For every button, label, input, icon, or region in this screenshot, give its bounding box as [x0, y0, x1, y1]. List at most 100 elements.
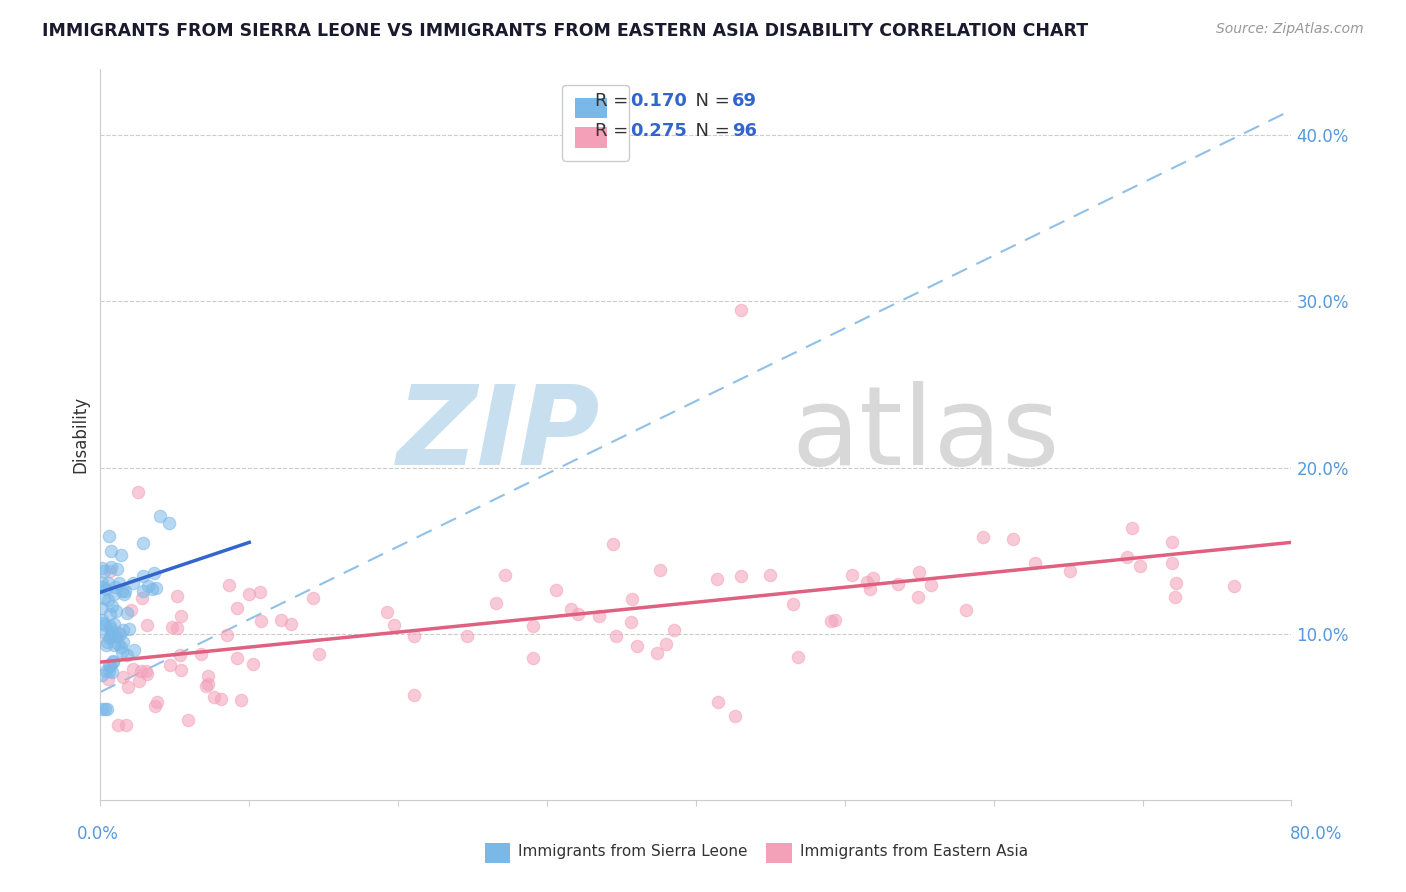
Point — [94, 638, 117, 652]
Point — [1164, 576, 1187, 591]
Point — [402, 688, 425, 702]
Point — [93, 565, 115, 579]
Text: IMMIGRANTS FROM SIERRA LEONE VS IMMIGRANTS FROM EASTERN ASIA DISABILITY CORRELAT: IMMIGRANTS FROM SIERRA LEONE VS IMMIGRAN… — [42, 22, 1088, 40]
Point — [91, 580, 114, 594]
Point — [382, 618, 405, 632]
Point — [97, 631, 120, 645]
Point — [215, 628, 238, 642]
Point — [117, 681, 139, 695]
Point — [1223, 579, 1246, 593]
Point — [626, 639, 648, 653]
Point — [706, 572, 728, 586]
Legend: , : , — [562, 85, 628, 161]
Point — [1059, 564, 1081, 578]
Point — [132, 569, 155, 583]
Text: Source: ZipAtlas.com: Source: ZipAtlas.com — [1216, 22, 1364, 37]
Point — [115, 718, 138, 732]
Point — [250, 615, 273, 629]
Point — [302, 591, 325, 606]
Point — [108, 627, 131, 641]
Point — [231, 692, 253, 706]
Point — [101, 665, 124, 680]
Point — [1001, 532, 1024, 546]
Point — [97, 672, 120, 686]
Point — [855, 574, 877, 589]
Point — [1161, 535, 1184, 549]
Point — [114, 583, 136, 598]
Point — [249, 585, 271, 599]
Point — [103, 617, 125, 632]
Point — [107, 718, 129, 732]
Point — [620, 591, 643, 606]
Point — [98, 659, 121, 673]
Point — [131, 584, 153, 599]
Point — [567, 607, 589, 621]
Point — [111, 583, 134, 598]
Point — [270, 613, 292, 627]
Point — [225, 651, 247, 665]
Point — [97, 593, 120, 607]
Point — [111, 670, 134, 684]
Text: 0.275: 0.275 — [630, 121, 688, 140]
Text: 0.0%: 0.0% — [77, 825, 120, 843]
Point — [308, 647, 330, 661]
Text: atlas: atlas — [792, 381, 1060, 488]
Point — [862, 571, 884, 585]
Point — [114, 587, 136, 601]
Point — [141, 582, 163, 596]
Point — [90, 575, 112, 590]
Point — [90, 701, 112, 715]
Point — [117, 606, 139, 620]
Point — [1161, 556, 1184, 570]
Text: ZIP: ZIP — [396, 381, 600, 488]
Point — [218, 578, 240, 592]
Point — [129, 664, 152, 678]
Point — [98, 630, 121, 644]
Point — [166, 621, 188, 635]
Point — [920, 578, 942, 592]
Point — [120, 603, 142, 617]
Point — [93, 701, 115, 715]
Point — [118, 622, 141, 636]
Point — [662, 623, 685, 637]
Point — [108, 575, 131, 590]
Point — [122, 663, 145, 677]
Point — [110, 548, 132, 562]
Point — [104, 604, 127, 618]
Point — [103, 638, 125, 652]
Point — [105, 562, 128, 576]
Point — [159, 658, 181, 673]
Point — [121, 576, 143, 591]
Text: Immigrants from Eastern Asia: Immigrants from Eastern Asia — [800, 845, 1028, 859]
Point — [1129, 559, 1152, 574]
Point — [94, 664, 117, 678]
Point — [170, 608, 193, 623]
Point — [730, 569, 752, 583]
Point — [143, 698, 166, 713]
Point — [101, 656, 124, 670]
Point — [98, 619, 121, 633]
Point — [100, 624, 122, 639]
Y-axis label: Disability: Disability — [72, 396, 89, 473]
Point — [111, 645, 134, 659]
Text: R =: R = — [595, 93, 634, 111]
Point — [546, 582, 568, 597]
Point — [100, 560, 122, 574]
Point — [706, 695, 728, 709]
Text: 0.170: 0.170 — [630, 93, 688, 111]
Point — [107, 626, 129, 640]
Point — [96, 701, 118, 715]
Point — [824, 613, 846, 627]
Point — [242, 657, 264, 672]
Text: 96: 96 — [731, 121, 756, 140]
Point — [456, 629, 478, 643]
Point — [94, 626, 117, 640]
Point — [522, 651, 544, 665]
Point — [197, 669, 219, 683]
Point — [907, 590, 929, 604]
Point — [98, 607, 121, 621]
Point — [136, 579, 159, 593]
Point — [859, 582, 882, 597]
Point — [724, 708, 747, 723]
Point — [98, 564, 121, 578]
